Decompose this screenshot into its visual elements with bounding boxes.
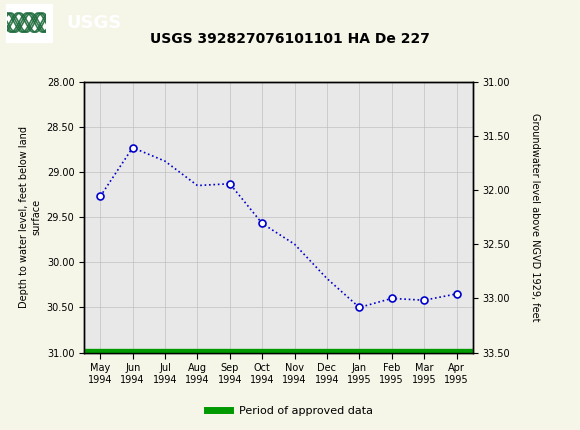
Y-axis label: Depth to water level, feet below land
surface: Depth to water level, feet below land su… [20, 126, 41, 308]
Text: USGS: USGS [67, 14, 122, 31]
Y-axis label: Groundwater level above NGVD 1929, feet: Groundwater level above NGVD 1929, feet [530, 113, 539, 321]
Text: USGS 392827076101101 HA De 227: USGS 392827076101101 HA De 227 [150, 32, 430, 46]
Legend: Period of approved data: Period of approved data [203, 401, 377, 420]
Bar [6, 3, 52, 42]
